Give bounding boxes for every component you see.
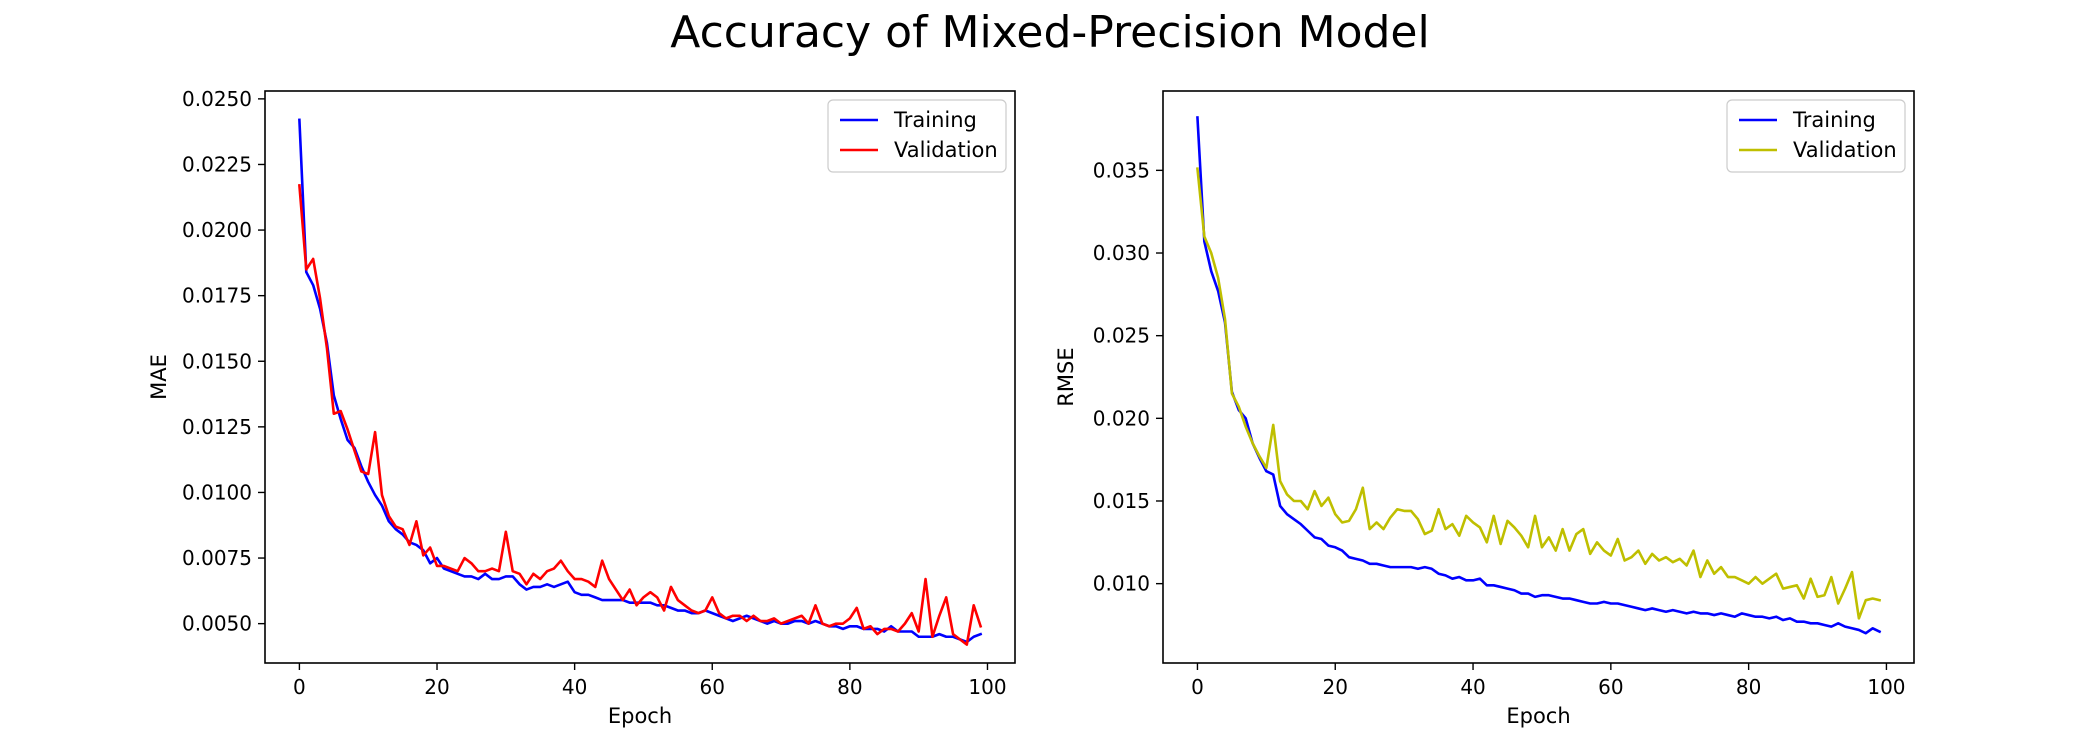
mae-y-tick-label-4: 0.0150 bbox=[182, 349, 252, 373]
rmse-y-axis-label: RMSE bbox=[1054, 347, 1078, 406]
rmse-x-tick-label-40: 40 bbox=[1460, 675, 1485, 699]
rmse-x-tick-label-80: 80 bbox=[1736, 675, 1761, 699]
mae-y-tick-label-1: 0.0075 bbox=[182, 546, 252, 570]
mae-chart: 0 20 40 60 80 100 0.0050 0.0075 0.0100 0.0125 0.01… bbox=[147, 87, 1016, 728]
rmse-x-tick-label-100: 100 bbox=[1867, 675, 1905, 699]
mae-legend-label-training: Training bbox=[893, 108, 977, 132]
mae-x-tick-label-40: 40 bbox=[562, 675, 587, 699]
mae-axes-frame bbox=[264, 90, 1016, 664]
rmse-axes-frame bbox=[1162, 90, 1915, 664]
rmse-y-tick-label-3: 0.025 bbox=[1093, 324, 1150, 348]
mae-legend: Training Validation bbox=[827, 99, 1007, 173]
figure-title: Accuracy of Mixed-Precision Model bbox=[670, 7, 1429, 58]
mae-y-tick-label-7: 0.0225 bbox=[182, 152, 252, 176]
rmse-x-axis-label: Epoch bbox=[1506, 704, 1570, 728]
rmse-legend: Training Validation bbox=[1726, 99, 1906, 173]
mae-x-tick-label-60: 60 bbox=[700, 675, 725, 699]
mae-legend-label-validation: Validation bbox=[894, 138, 998, 162]
rmse-legend-label-validation: Validation bbox=[1793, 138, 1897, 162]
mae-x-tick-label-0: 0 bbox=[293, 675, 306, 699]
mae-y-axis-label: MAE bbox=[147, 354, 171, 400]
mae-y-tick-label-3: 0.0125 bbox=[182, 415, 252, 439]
mae-x-tick-label-20: 20 bbox=[424, 675, 449, 699]
mae-x-tick-label-100: 100 bbox=[968, 675, 1006, 699]
mae-x-axis-label: Epoch bbox=[608, 704, 672, 728]
rmse-y-tick-label-0: 0.010 bbox=[1093, 572, 1150, 596]
rmse-series-training-line bbox=[1196, 116, 1882, 635]
rmse-y-tick-label-4: 0.030 bbox=[1093, 241, 1150, 265]
rmse-y-tick-label-2: 0.020 bbox=[1093, 406, 1150, 430]
rmse-x-tick-label-0: 0 bbox=[1191, 675, 1204, 699]
mae-legend-box bbox=[827, 99, 1007, 173]
mae-y-tick-label-6: 0.0200 bbox=[182, 218, 252, 242]
rmse-y-tick-label-1: 0.015 bbox=[1093, 489, 1150, 513]
mae-y-tick-label-8: 0.0250 bbox=[182, 87, 252, 111]
rmse-x-tick-label-60: 60 bbox=[1598, 675, 1623, 699]
rmse-legend-label-training: Training bbox=[1792, 108, 1876, 132]
mae-y-tick-label-0: 0.0050 bbox=[182, 612, 252, 636]
mae-series-training-line bbox=[298, 118, 983, 644]
rmse-y-tick-label-5: 0.035 bbox=[1093, 158, 1150, 182]
mae-y-tick-label-2: 0.0100 bbox=[182, 480, 252, 504]
rmse-x-tick-label-20: 20 bbox=[1323, 675, 1348, 699]
rmse-series-validation-line bbox=[1196, 167, 1882, 620]
mae-x-tick-label-80: 80 bbox=[837, 675, 862, 699]
mae-y-tick-label-5: 0.0175 bbox=[182, 284, 252, 308]
rmse-legend-box bbox=[1726, 99, 1906, 173]
charts-container: 0 20 40 60 80 1000.00500.00750.01000.01250.01… bbox=[147, 87, 1915, 728]
rmse-chart: 0 20 40 60 80 100 0.010 0.015 0.020 0.025 0.030 0.0… bbox=[1054, 90, 1915, 728]
mae-series-validation-line bbox=[297, 184, 983, 646]
